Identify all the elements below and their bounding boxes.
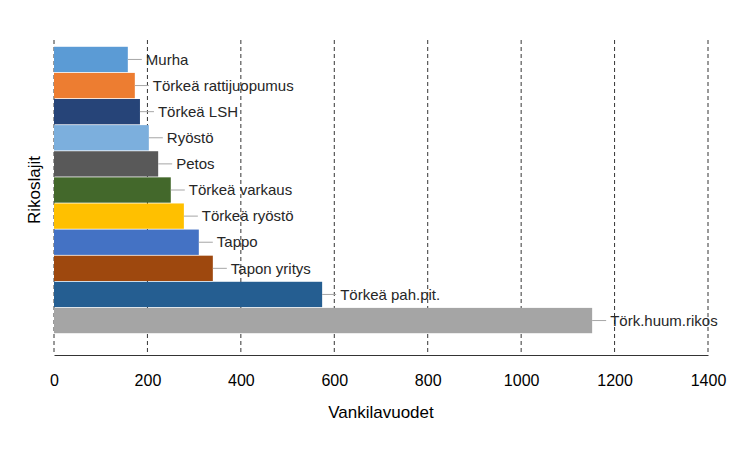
x-tick: 1200 — [597, 355, 633, 389]
category-labels: Murha Törkeä rattijuopumus Törkeä LSH Ryöst… — [128, 51, 718, 329]
x-tick-label: 800 — [415, 372, 442, 389]
leader-line — [184, 216, 198, 217]
bar — [54, 203, 184, 228]
x-tick-label: 400 — [228, 372, 255, 389]
x-axis: 0 200 400 600 800 1000 1200 1400 — [50, 355, 726, 389]
leader-line — [322, 294, 336, 295]
bar — [54, 308, 592, 333]
bar — [54, 282, 322, 307]
x-tick: 800 — [415, 355, 442, 389]
leader-line — [171, 190, 185, 191]
category-label: Ryöstö — [167, 129, 214, 146]
bar — [54, 151, 158, 176]
grid-line — [334, 40, 335, 355]
leader-line — [158, 163, 172, 164]
x-tick-label: 1400 — [691, 372, 727, 389]
leader-line — [135, 85, 149, 86]
x-tick: 1400 — [691, 355, 727, 389]
category-label: Törkeä pah.pit. — [340, 286, 440, 303]
category-label: Törkeä varkaus — [189, 181, 292, 198]
grid — [54, 40, 708, 355]
bar — [54, 256, 213, 281]
x-tick: 200 — [135, 355, 162, 389]
x-tick-label: 0 — [50, 372, 59, 389]
x-tick-label: 600 — [321, 372, 348, 389]
grid-line — [427, 40, 428, 355]
category-label: Törk.huum.rikos — [610, 312, 718, 329]
category-label: Petos — [176, 155, 214, 172]
category-label: Törkeä LSH — [158, 103, 238, 120]
bar — [54, 73, 135, 98]
bar — [54, 125, 149, 150]
category-label: Murha — [146, 51, 189, 68]
leader-line — [592, 320, 606, 321]
x-tick: 400 — [228, 355, 255, 389]
bar — [54, 47, 128, 72]
category-label: Törkeä ryöstö — [202, 207, 294, 224]
y-axis-title: Rikoslajit — [25, 156, 44, 224]
chart-svg: 0 200 400 600 800 1000 1200 1400 Murha Törkeä rat… — [0, 0, 750, 450]
chart-container: 0 200 400 600 800 1000 1200 1400 Murha Törkeä rat… — [0, 0, 750, 450]
bar — [54, 177, 171, 202]
grid-line — [614, 40, 615, 355]
x-tick: 0 — [50, 355, 59, 389]
category-label: Törkeä rattijuopumus — [153, 77, 294, 94]
category-label: Tapon yritys — [231, 260, 311, 277]
bars — [54, 47, 592, 333]
category-label: Tappo — [217, 233, 258, 250]
x-tick-label: 200 — [135, 372, 162, 389]
leader-line — [128, 59, 142, 60]
grid-line — [521, 40, 522, 355]
bar — [54, 230, 199, 255]
x-tick: 1000 — [504, 355, 540, 389]
leader-line — [149, 137, 163, 138]
grid-line — [708, 40, 709, 355]
bar — [54, 99, 140, 124]
x-tick-label: 1200 — [597, 372, 633, 389]
leader-line — [140, 111, 154, 112]
x-tick-label: 1000 — [504, 372, 540, 389]
leader-line — [213, 268, 227, 269]
x-axis-title: Vankilavuodet — [328, 403, 434, 422]
x-tick: 600 — [321, 355, 348, 389]
leader-line — [199, 242, 213, 243]
x-axis-line — [55, 355, 709, 356]
